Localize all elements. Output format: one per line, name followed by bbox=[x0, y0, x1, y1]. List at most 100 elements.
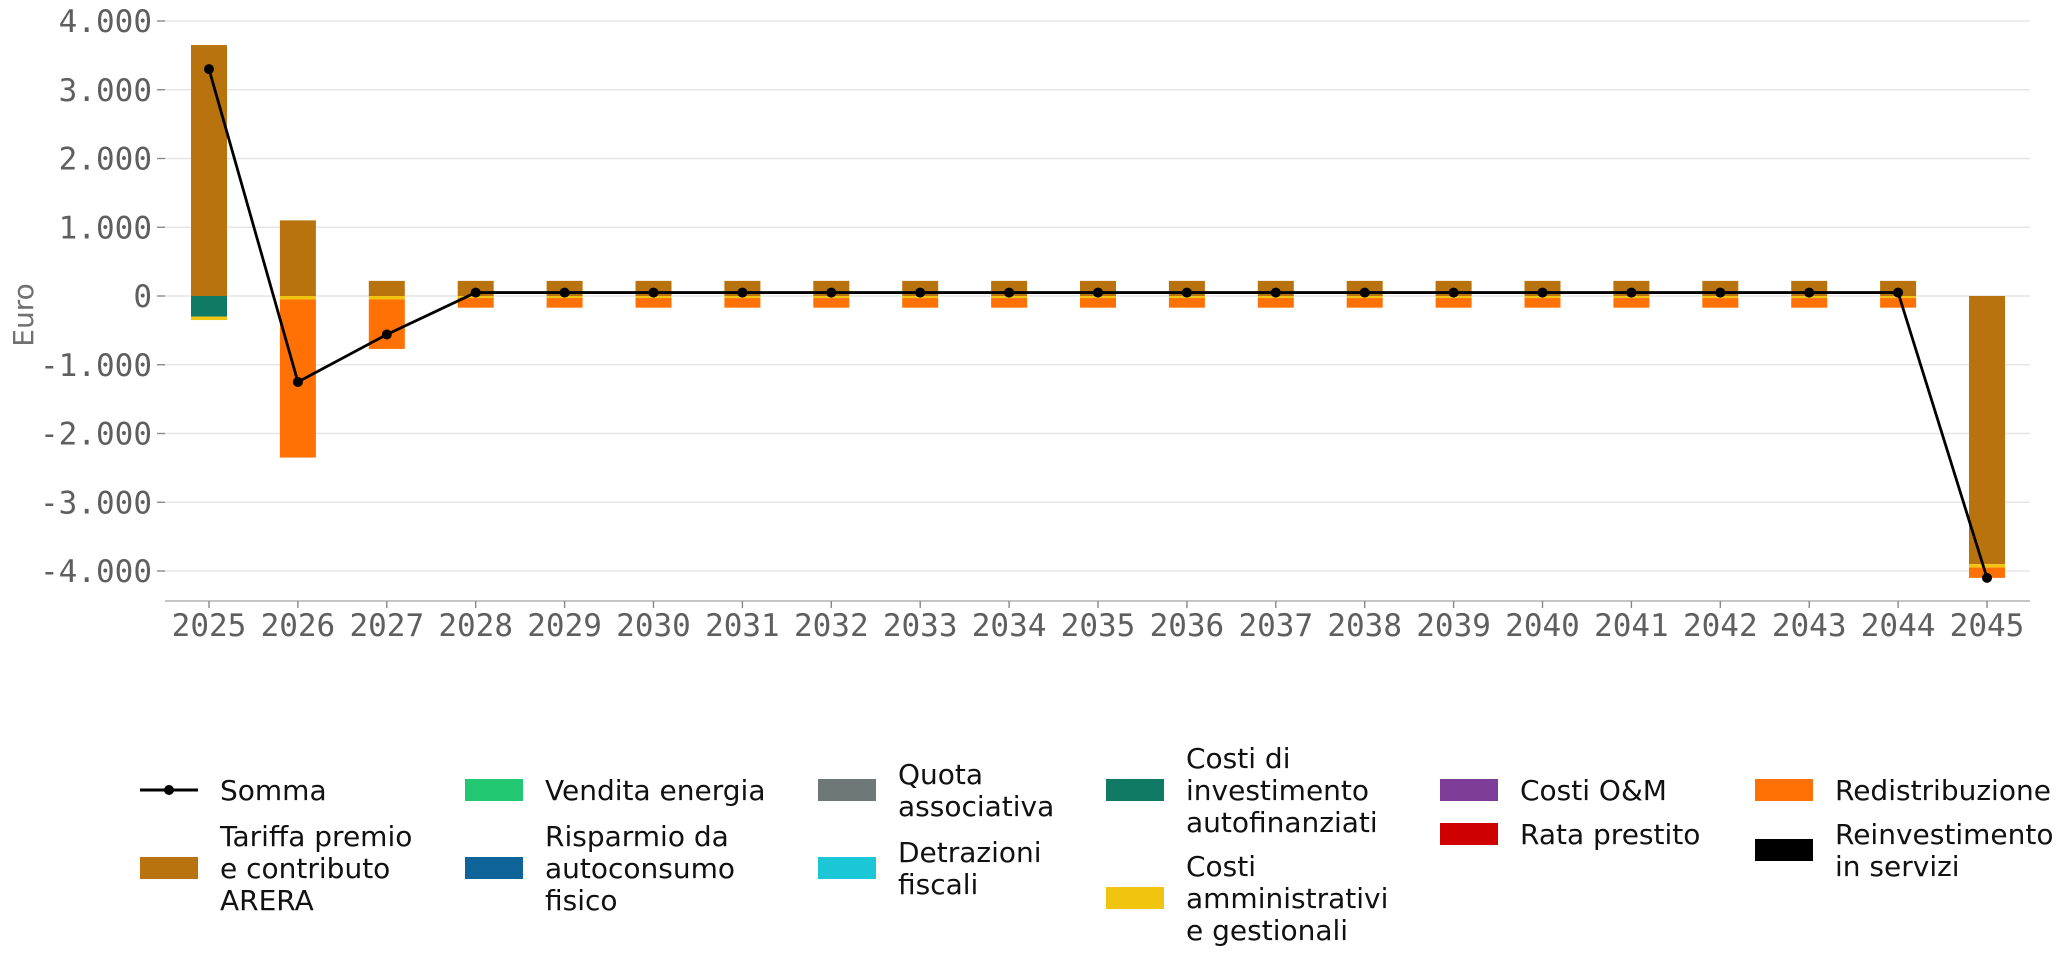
bar-6-2045 bbox=[1969, 564, 2005, 568]
x-tick-label: 2032 bbox=[794, 608, 869, 644]
x-tick-label: 2028 bbox=[438, 608, 513, 644]
x-tick-label: 2035 bbox=[1061, 608, 1136, 644]
sum-point-2043 bbox=[1804, 287, 1815, 298]
x-tick-label: 2033 bbox=[883, 608, 958, 644]
y-tick-label: 2.000 bbox=[59, 142, 152, 178]
bar-9-2040 bbox=[1524, 298, 1561, 308]
legend-item: Redistribuzione bbox=[1755, 774, 2051, 807]
y-axis-label: Euro bbox=[7, 283, 40, 346]
legend-swatch bbox=[818, 857, 876, 879]
legend-label: amministrativi bbox=[1186, 882, 1388, 915]
legend-swatch bbox=[1440, 823, 1498, 845]
x-tick-label: 2038 bbox=[1327, 608, 1402, 644]
x-tick-label: 2031 bbox=[705, 608, 780, 644]
sum-point-2028 bbox=[470, 287, 481, 298]
legend-label: Costi bbox=[1186, 850, 1256, 883]
x-tick-label: 2029 bbox=[527, 608, 602, 644]
legend-label: associativa bbox=[898, 790, 1054, 823]
legend-swatch bbox=[1755, 839, 1813, 861]
legend-swatch-marker bbox=[164, 785, 174, 795]
legend-swatch bbox=[1106, 779, 1164, 801]
legend-swatch bbox=[465, 857, 523, 879]
bar-9-2044 bbox=[1880, 298, 1917, 308]
sum-point-2033 bbox=[915, 287, 926, 298]
bar-9-2041 bbox=[1613, 298, 1650, 308]
x-tick-label: 2037 bbox=[1238, 608, 1313, 644]
legend-label: Vendita energia bbox=[545, 774, 765, 807]
legend-swatch bbox=[1440, 779, 1498, 801]
bar-0-2025 bbox=[191, 45, 227, 296]
sum-point-2040 bbox=[1537, 287, 1548, 298]
legend-label: Tariffa premio bbox=[219, 820, 412, 853]
bar-9-2028 bbox=[457, 298, 494, 308]
legend-label: Costi O&M bbox=[1520, 774, 1667, 807]
x-tick-label: 2036 bbox=[1150, 608, 1225, 644]
sum-point-2039 bbox=[1448, 287, 1459, 298]
sum-line bbox=[204, 64, 1992, 583]
bar-9-2037 bbox=[1257, 298, 1294, 308]
x-tick-label: 2040 bbox=[1505, 608, 1580, 644]
bar-9-2042 bbox=[1702, 298, 1739, 308]
legend-label: Reinvestimento bbox=[1835, 818, 2053, 851]
x-tick-label: 2025 bbox=[172, 608, 247, 644]
legend-item: Vendita energia bbox=[465, 774, 765, 807]
legend-label: autofinanziati bbox=[1186, 806, 1378, 839]
legend-label: ARERA bbox=[220, 884, 314, 917]
x-tick-label: 2042 bbox=[1683, 608, 1758, 644]
bar-9-2029 bbox=[546, 298, 583, 308]
bar-0-2027 bbox=[368, 280, 405, 296]
bar-9-2032 bbox=[813, 298, 850, 308]
sum-point-2038 bbox=[1359, 287, 1370, 298]
legend-label: fisico bbox=[545, 884, 618, 917]
sum-point-2044 bbox=[1893, 287, 1904, 298]
x-tick-label: 2043 bbox=[1772, 608, 1847, 644]
legend-swatch bbox=[465, 779, 523, 801]
x-axis: 2025 2026 2027 2028 2029 2030 2031 2032 2033 2034… bbox=[165, 600, 2030, 644]
bar-9-2038 bbox=[1346, 298, 1383, 308]
legend-label: autoconsumo bbox=[545, 852, 735, 885]
y-tick-label: -1.000 bbox=[40, 348, 152, 384]
sum-point-2045 bbox=[1982, 572, 1992, 583]
bar-9-2033 bbox=[902, 298, 939, 308]
sum-point-2034 bbox=[1004, 287, 1015, 298]
legend-swatch bbox=[1755, 779, 1813, 801]
y-tick-label: -3.000 bbox=[40, 485, 152, 521]
y-tick-label: -4.000 bbox=[40, 554, 152, 590]
legend-label: Costi di bbox=[1186, 742, 1290, 775]
sum-point-2035 bbox=[1093, 287, 1103, 298]
sum-point-2030 bbox=[648, 287, 659, 298]
legend-label: investimento bbox=[1186, 774, 1369, 807]
x-tick-label: 2044 bbox=[1861, 608, 1936, 644]
legend-label: Rata prestito bbox=[1520, 818, 1700, 851]
legend-label: Somma bbox=[220, 774, 327, 807]
y-tick-label: 4.000 bbox=[59, 4, 152, 40]
x-tick-label: 2039 bbox=[1416, 608, 1491, 644]
legend-label: e gestionali bbox=[1186, 914, 1348, 947]
bar-9-2034 bbox=[991, 298, 1028, 308]
legend-item: Costi O&M bbox=[1440, 774, 1667, 807]
bar-6-2025 bbox=[191, 316, 227, 321]
legend-label: fiscali bbox=[898, 868, 978, 901]
sum-point-2029 bbox=[559, 287, 570, 298]
y-tick-label: -2.000 bbox=[40, 417, 152, 453]
y-tick-label: 0 bbox=[133, 279, 152, 315]
x-tick-label: 2034 bbox=[972, 608, 1047, 644]
legend-label: Detrazioni bbox=[898, 836, 1042, 869]
y-axis: 4.000 3.000 2.000 1.000 0 -1.000 -2.000 -3.000 -… bbox=[40, 4, 165, 590]
sum-point-2041 bbox=[1626, 287, 1637, 298]
legend-swatch bbox=[140, 857, 198, 879]
bar-9-2039 bbox=[1435, 298, 1472, 308]
sum-point-2025 bbox=[204, 64, 214, 75]
sum-point-2032 bbox=[826, 287, 837, 298]
sum-point-2027 bbox=[381, 329, 392, 340]
bar-9-2031 bbox=[724, 298, 761, 308]
bar-9-2036 bbox=[1168, 298, 1205, 308]
bar-0-2045 bbox=[1969, 296, 2005, 565]
